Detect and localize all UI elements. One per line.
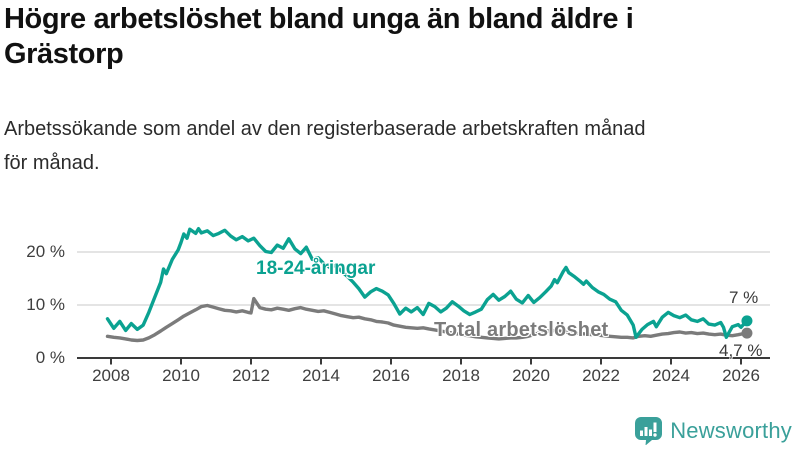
page-subtitle-line1: Arbetssökande som andel av den registerb…: [4, 118, 646, 140]
series-label-total: Total arbetslöshet: [434, 319, 609, 341]
x-axis-label-2026: 2026: [722, 366, 760, 385]
page-title-line2: Grästorp: [4, 38, 124, 70]
page-title: Högre arbetslöshet bland unga än bland ä…: [4, 2, 784, 72]
page-title-line1: Högre arbetslöshet bland unga än bland ä…: [4, 3, 634, 35]
x-axis-label-2014: 2014: [302, 366, 340, 385]
newsworthy-speech-bubble-chart-icon: [635, 417, 663, 445]
series-label-young: 18-24-åringar: [256, 258, 376, 279]
x-axis-label-2018: 2018: [442, 366, 480, 385]
end-dot-Total arbetslöshet: [741, 327, 753, 339]
newsworthy-wordmark: Newsworthy: [670, 417, 792, 443]
y-axis-label-0: 0 %: [35, 348, 65, 367]
x-axis-label-2022: 2022: [582, 366, 620, 385]
x-axis-label-2016: 2016: [372, 366, 410, 385]
y-axis-label-10: 10 %: [26, 295, 65, 314]
page-subtitle-line2: för månad.: [4, 152, 100, 174]
series-line-Total arbetslöshet: [105, 296, 749, 343]
end-value-label-young: 7 %: [729, 288, 759, 307]
x-axis-label-2020: 2020: [512, 366, 550, 385]
end-value-label-total: 4,7 %: [719, 341, 763, 360]
newsworthy-logo: Newsworthy: [634, 416, 792, 445]
end-dot-18-24-åringar: [741, 315, 753, 327]
x-axis-label-2010: 2010: [162, 366, 200, 385]
x-axis-label-2024: 2024: [652, 366, 690, 385]
x-axis-label-2012: 2012: [232, 366, 270, 385]
x-axis-label-2008: 2008: [92, 366, 130, 385]
page-subtitle: Arbetssökande som andel av den registerb…: [4, 112, 794, 180]
y-axis-label-20: 20 %: [26, 242, 65, 261]
series-line-18-24-åringar: [105, 226, 749, 339]
